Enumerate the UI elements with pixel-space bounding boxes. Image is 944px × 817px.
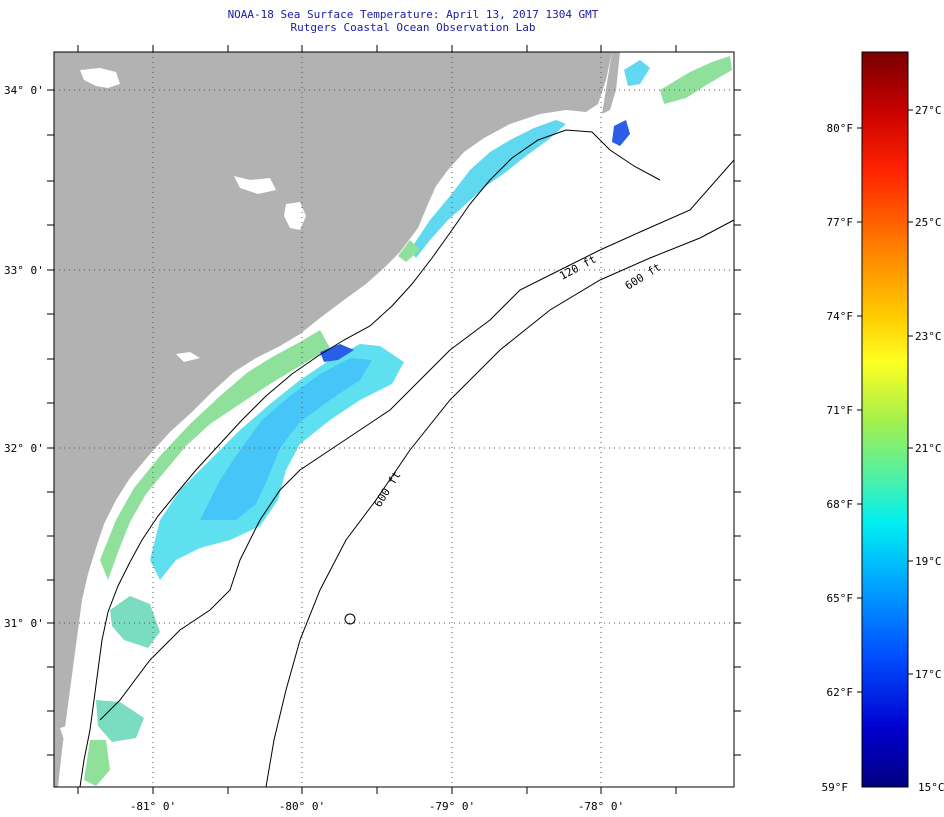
colorbar-f-label: 68°F xyxy=(827,498,854,511)
colorbar-c-label: 15°C xyxy=(918,781,944,794)
land-mass xyxy=(54,52,612,787)
lat-label-33: 33° 0' xyxy=(4,264,44,277)
sst-cold-spot xyxy=(612,120,630,146)
coastline xyxy=(79,129,661,787)
sst-band-green xyxy=(100,330,330,580)
lat-label-34: 34° 0' xyxy=(4,84,44,97)
colorbar-c-label: 21°C xyxy=(915,442,942,455)
axis-ticks xyxy=(47,45,741,794)
sst-band-lightblue xyxy=(200,358,372,520)
colorbar xyxy=(861,51,909,788)
sst-band-ne xyxy=(660,56,732,104)
lon-label-79: -79° 0' xyxy=(429,800,475,813)
colorbar-c-label: 25°C xyxy=(915,216,942,229)
sst-band-south3 xyxy=(84,740,110,786)
colorbar-c-label: 23°C xyxy=(915,330,942,343)
inland-patch xyxy=(60,724,78,740)
map-subtitle: Rutgers Coastal Ocean Observation Lab xyxy=(290,21,536,34)
sst-band-south2 xyxy=(96,700,144,742)
inland-patch xyxy=(80,68,120,88)
map-panel: 120 ft 600 ft 600 ft xyxy=(54,52,734,787)
grid-lines xyxy=(54,52,734,787)
lon-label-80: -80° 0' xyxy=(279,800,325,813)
colorbar-f-label: 77°F xyxy=(827,216,854,229)
colorbar-c-label: 27°C xyxy=(915,104,942,117)
lon-label-81: -81° 0' xyxy=(130,800,176,813)
sst-band-cyan-north xyxy=(410,120,566,258)
sst-band-green-north xyxy=(398,240,420,262)
isobath-120ft xyxy=(99,159,734,721)
inland-patch xyxy=(176,352,200,362)
cape-land xyxy=(602,52,620,114)
colorbar-ticks xyxy=(857,109,913,693)
lat-label-32: 32° 0' xyxy=(4,442,44,455)
sst-cold-spot xyxy=(320,344,354,362)
sst-band-cyan xyxy=(150,344,404,580)
sst-band-south xyxy=(110,596,160,648)
colorbar-f-label: 59°F xyxy=(822,781,849,794)
inland-patch xyxy=(284,202,306,230)
inland-patch xyxy=(234,176,276,194)
seamount-contour xyxy=(344,613,356,625)
lon-label-78: -78° 0' xyxy=(578,800,624,813)
colorbar-f-label: 71°F xyxy=(827,404,854,417)
map-title: NOAA-18 Sea Surface Temperature: April 1… xyxy=(227,8,599,21)
colorbar-c-label: 19°C xyxy=(915,555,942,568)
colorbar-c-label: 17°C xyxy=(915,668,942,681)
colorbar-f-label: 80°F xyxy=(827,122,854,135)
colorbar-f-label: 65°F xyxy=(827,592,854,605)
isobath-600ft xyxy=(265,219,734,787)
map-frame xyxy=(53,51,735,788)
colorbar-f-label: 74°F xyxy=(827,310,854,323)
lat-label-31: 31° 0' xyxy=(4,617,44,630)
colorbar-f-label: 62°F xyxy=(827,686,854,699)
sst-band-ne-cyan xyxy=(624,60,650,86)
